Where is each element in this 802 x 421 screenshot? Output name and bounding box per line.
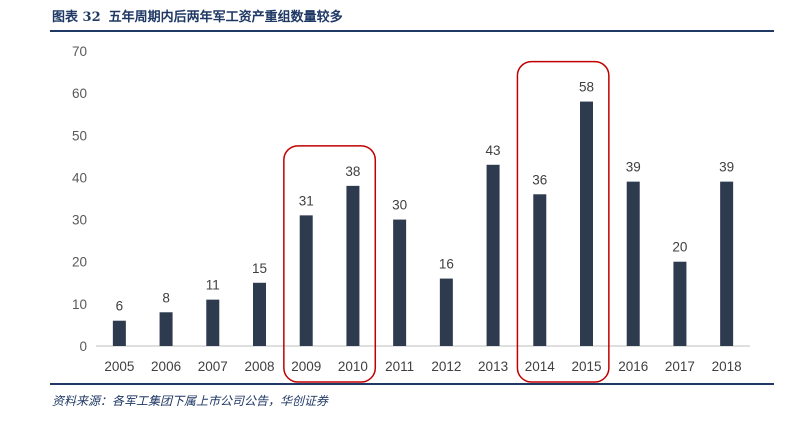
y-tick-label: 70 [72,44,87,59]
bar [393,219,407,346]
x-tick-label: 2010 [338,359,368,374]
data-label: 58 [579,80,594,95]
data-label: 31 [299,193,314,208]
y-tick-label: 50 [72,128,87,143]
x-tick-label: 2012 [431,359,461,374]
highlight-box [516,60,610,383]
x-tick-label: 2008 [244,359,274,374]
data-label: 15 [252,261,267,276]
data-label: 39 [626,160,641,175]
data-label: 11 [206,278,220,293]
data-label: 20 [672,240,687,255]
x-tick-label: 2007 [198,359,228,374]
bar [580,101,593,346]
bar [253,282,266,346]
top-rule [50,30,774,32]
bar [720,181,734,346]
data-label: 39 [719,160,734,175]
x-tick-label: 2006 [151,359,181,374]
bar [439,278,453,346]
data-label: 8 [162,290,170,305]
data-label: 36 [532,172,547,187]
y-tick-label: 0 [79,339,87,354]
y-tick-label: 40 [72,170,87,185]
y-tick-label: 10 [72,297,87,312]
bar [346,185,360,346]
y-tick-label: 30 [72,213,87,228]
bar [112,320,126,346]
figure-title-text: 五年周期内后两年军工资产重组数量较多 [108,10,343,25]
x-tick-label: 2005 [104,359,134,374]
bar [626,181,640,346]
data-label: 43 [486,143,501,158]
x-tick-label: 2013 [478,359,508,374]
bar [299,215,313,346]
figure-label: 图表 32 [52,10,101,25]
x-tick-label: 2009 [291,359,321,374]
bar [206,299,220,346]
bar [533,194,547,346]
bar [673,261,687,346]
x-tick-label: 2016 [618,359,648,374]
figure-title: 图表 32 五年周期内后两年军工资产重组数量较多 [52,6,351,25]
y-tick-label: 20 [72,255,87,270]
x-tick-label: 2017 [665,359,695,374]
x-tick-label: 2018 [712,359,742,374]
bar [159,312,173,346]
x-tick-label: 2011 [385,359,414,374]
data-label: 16 [439,257,454,272]
y-tick-label: 60 [72,86,87,101]
data-label: 6 [116,299,124,314]
x-tick-label: 2015 [571,359,601,374]
bar [486,164,500,346]
data-label: 30 [392,198,407,213]
x-tick-label: 2014 [525,359,556,374]
highlight-box [283,145,377,383]
data-label: 38 [345,164,360,179]
bottom-rule [50,383,774,385]
source-note: 资料来源：各军工集团下属上市公司公告，华创证券 [52,394,329,408]
